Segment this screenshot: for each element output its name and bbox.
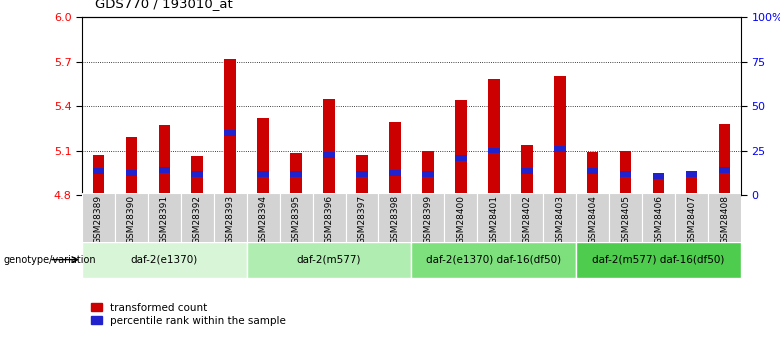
Bar <box>257 171 269 177</box>
Text: GSM28389: GSM28389 <box>94 195 103 244</box>
Text: GSM28404: GSM28404 <box>588 195 597 244</box>
Bar <box>422 171 434 177</box>
Text: GSM28390: GSM28390 <box>127 195 136 244</box>
Legend: transformed count, percentile rank within the sample: transformed count, percentile rank withi… <box>87 298 290 330</box>
Text: GSM28393: GSM28393 <box>225 195 235 244</box>
Bar <box>412 241 576 278</box>
Bar <box>422 150 434 195</box>
Bar <box>246 193 279 243</box>
Bar <box>191 171 203 177</box>
Bar <box>148 193 181 243</box>
Bar <box>620 150 632 195</box>
Text: GSM28394: GSM28394 <box>259 195 268 244</box>
Bar <box>246 241 412 278</box>
Bar <box>521 168 533 174</box>
Bar <box>126 170 137 176</box>
Bar <box>279 193 313 243</box>
Text: GSM28392: GSM28392 <box>193 195 202 244</box>
Bar <box>455 100 466 195</box>
Text: GSM28391: GSM28391 <box>160 195 168 244</box>
Bar <box>521 145 533 195</box>
Bar <box>477 193 510 243</box>
Bar <box>686 171 697 177</box>
Bar <box>126 137 137 195</box>
Text: GSM28395: GSM28395 <box>292 195 300 244</box>
Bar <box>554 146 566 152</box>
Bar <box>356 171 368 177</box>
Bar <box>93 168 105 174</box>
Bar <box>181 193 214 243</box>
Bar <box>488 148 500 154</box>
Bar <box>445 193 477 243</box>
Bar <box>290 154 302 195</box>
Bar <box>158 125 170 195</box>
Bar <box>389 170 401 176</box>
Text: GSM28396: GSM28396 <box>324 195 334 244</box>
Text: daf-2(e1370) daf-16(df50): daf-2(e1370) daf-16(df50) <box>427 255 562 265</box>
Text: GSM28402: GSM28402 <box>523 195 531 244</box>
Bar <box>576 193 609 243</box>
Bar <box>620 171 632 177</box>
Text: GSM28407: GSM28407 <box>687 195 696 244</box>
Bar <box>323 99 335 195</box>
Bar <box>576 241 741 278</box>
Bar <box>356 155 368 195</box>
Text: daf-2(m577): daf-2(m577) <box>297 255 361 265</box>
Text: GSM28403: GSM28403 <box>555 195 564 244</box>
Text: genotype/variation: genotype/variation <box>4 255 97 265</box>
Bar <box>587 168 598 174</box>
Bar <box>313 193 346 243</box>
Bar <box>378 193 412 243</box>
Bar <box>488 79 500 195</box>
Bar <box>544 193 576 243</box>
Bar <box>346 193 378 243</box>
Bar <box>642 193 675 243</box>
Text: daf-2(e1370): daf-2(e1370) <box>131 255 198 265</box>
Bar <box>718 124 730 195</box>
Text: daf-2(m577) daf-16(df50): daf-2(m577) daf-16(df50) <box>593 255 725 265</box>
Text: GSM28397: GSM28397 <box>357 195 367 244</box>
Bar <box>686 176 697 195</box>
Text: GSM28399: GSM28399 <box>424 195 432 244</box>
Bar <box>290 171 302 177</box>
Bar <box>115 193 148 243</box>
Bar <box>214 193 246 243</box>
Bar <box>191 156 203 195</box>
Bar <box>158 167 170 173</box>
Text: GSM28406: GSM28406 <box>654 195 663 244</box>
Bar <box>653 176 665 195</box>
Bar <box>412 193 445 243</box>
Text: GDS770 / 193010_at: GDS770 / 193010_at <box>95 0 233 10</box>
Bar <box>718 167 730 173</box>
Bar <box>257 118 269 195</box>
Text: GSM28408: GSM28408 <box>720 195 729 244</box>
Bar <box>82 193 115 243</box>
Bar <box>82 241 246 278</box>
Bar <box>510 193 544 243</box>
Bar <box>225 59 236 195</box>
Text: GSM28398: GSM28398 <box>391 195 399 244</box>
Bar <box>225 130 236 136</box>
Bar <box>587 152 598 195</box>
Bar <box>389 122 401 195</box>
Bar <box>609 193 642 243</box>
Text: GSM28400: GSM28400 <box>456 195 466 244</box>
Bar <box>554 77 566 195</box>
Bar <box>455 155 466 161</box>
Bar <box>675 193 708 243</box>
Bar <box>93 155 105 195</box>
Text: GSM28401: GSM28401 <box>489 195 498 244</box>
Bar <box>708 193 741 243</box>
Text: GSM28405: GSM28405 <box>621 195 630 244</box>
Bar <box>653 173 665 179</box>
Bar <box>323 152 335 158</box>
